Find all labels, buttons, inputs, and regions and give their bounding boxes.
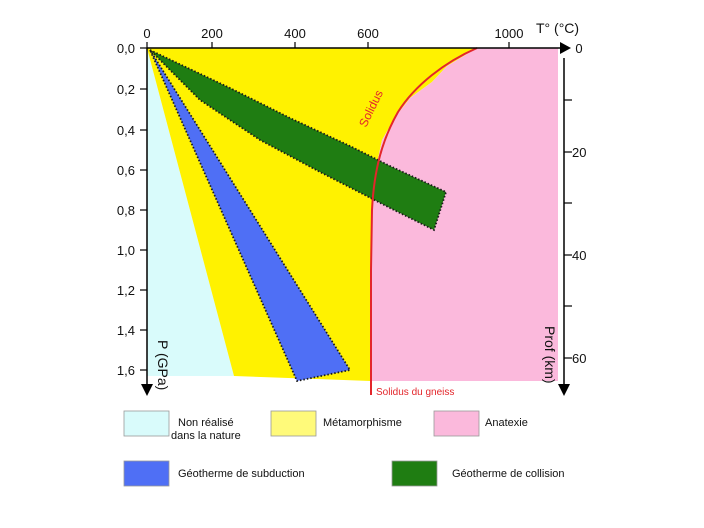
legend-label-metamorphisme: Métamorphisme [323,417,402,429]
subduction-geotherm-band [149,49,352,383]
temperature-tick-label: 200 [201,26,223,41]
pressure-tick-label: 1,4 [117,323,135,338]
solidus-curve [370,47,478,395]
depth-zero-label: 0 [575,41,582,56]
pressure-tick-label: 0,4 [117,123,135,138]
legend-label-non-realise-2: dans la nature [171,430,241,442]
temperature-axis-arrow [560,42,571,54]
pressure-tick-label: 1,6 [117,363,135,378]
pressure-ticks [140,47,147,371]
temperature-ticks [146,42,510,48]
legend-label-non-realise: Non réalisé [178,417,234,429]
pressure-tick-label: 0,2 [117,82,135,97]
pressure-tick-label: 0,8 [117,203,135,218]
legend-swatch-subduction [123,460,170,487]
pressure-axis-title: P (GPa) [155,340,171,390]
depth-tick-label: 20 [572,145,586,160]
pressure-tick-label: 1,2 [117,283,135,298]
depth-tick-label: 60 [572,351,586,366]
temperature-tick-label: 1000 [495,26,524,41]
legend-swatch-non-realise [123,410,170,437]
pressure-tick-label: 0,0 [117,41,135,56]
pressure-axis-arrow [141,384,153,396]
pressure-tick-label: 1,0 [117,243,135,258]
legend-label-subduction: Géotherme de subduction [178,468,305,480]
metamorphisme-field [147,48,477,381]
legend-label-collision: Géotherme de collision [452,468,565,480]
temperature-axis-title: T° (°C) [536,20,579,36]
anatexie-field [371,48,558,381]
legend-swatch-anatexie [433,410,480,437]
temperature-tick-label: 0 [143,26,150,41]
legend-swatch-collision [391,460,438,487]
legend-swatch-metamorphisme [270,410,317,437]
collision-geotherm-band [149,49,448,232]
depth-ticks [564,99,572,359]
temperature-tick-label: 600 [357,26,379,41]
temperature-tick-label: 400 [284,26,306,41]
solidus-gneiss-label: Solidus du gneiss [376,387,454,398]
depth-tick-label: 40 [572,248,586,263]
legend-label-anatexie: Anatexie [485,417,528,429]
depth-axis-title: Prof (km) [542,326,558,384]
depth-axis-arrow [558,384,570,396]
pressure-tick-label: 0,6 [117,163,135,178]
